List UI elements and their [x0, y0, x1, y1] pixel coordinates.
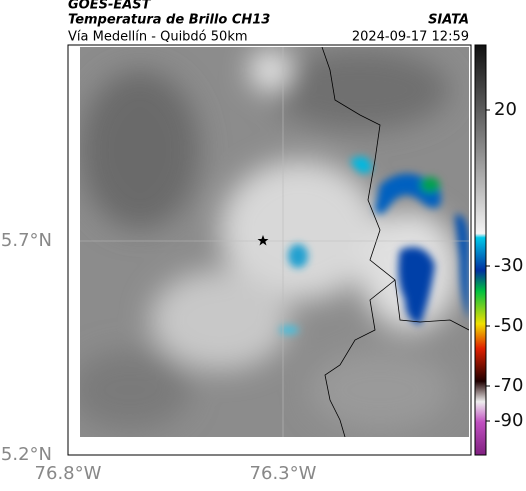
timestamp: 2024-09-17 12:59	[352, 30, 469, 45]
satellite-image	[80, 47, 469, 437]
colorbar-label: -50	[494, 315, 523, 336]
colorbar-label: -30	[494, 255, 523, 276]
lon-label: 76.8°W	[35, 463, 102, 484]
map-frame	[67, 44, 472, 456]
lat-label: 5.7°N	[1, 230, 52, 251]
product-title: Temperatura de Brillo CH13	[68, 13, 270, 28]
colorbar-label: -90	[494, 410, 523, 431]
colorbar	[474, 44, 487, 456]
colorbar-label: 20	[494, 99, 517, 120]
lat-label: 5.2°N	[1, 444, 52, 465]
satellite-title: GOES-EAST	[68, 0, 152, 13]
source: SIATA	[428, 13, 469, 28]
colorbar-ticks	[486, 109, 490, 422]
colorbar-label: -70	[494, 375, 523, 396]
lon-label: 76.3°W	[250, 463, 317, 484]
region: Vía Medellín - Quibdó 50km	[68, 30, 248, 45]
